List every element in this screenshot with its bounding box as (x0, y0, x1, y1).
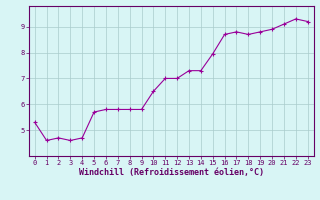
X-axis label: Windchill (Refroidissement éolien,°C): Windchill (Refroidissement éolien,°C) (79, 168, 264, 177)
